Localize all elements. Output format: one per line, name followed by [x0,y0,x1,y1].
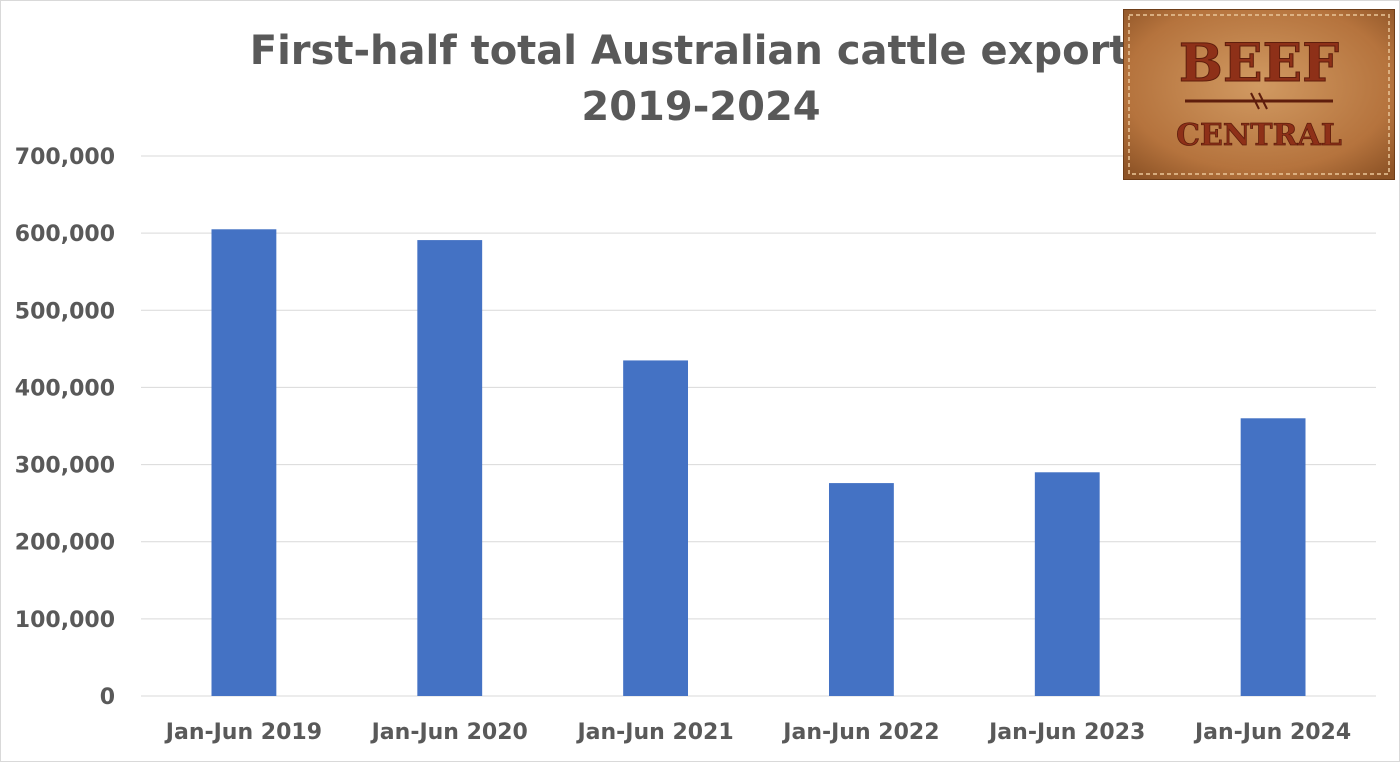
bar [1034,472,1100,696]
x-category-label: Jan-Jun 2021 [575,720,733,745]
bar [417,240,483,697]
y-axis-tick-labels: 0 100,000 200,000 300,000 400,000 500,000 600,… [15,145,115,710]
y-tick-label: 600,000 [15,222,115,247]
x-axis-category-labels: Jan-Jun 2019 Jan-Jun 2020 Jan-Jun 2021 Jan-… [164,720,1351,745]
x-category-label: Jan-Jun 2024 [1193,720,1351,745]
x-category-label: Jan-Jun 2020 [370,720,528,745]
y-tick-label: 700,000 [15,145,115,170]
logo-line-1: BEEF [1179,33,1339,94]
y-tick-label: 200,000 [15,531,115,556]
x-category-label: Jan-Jun 2023 [987,720,1145,745]
x-category-label: Jan-Jun 2022 [781,720,939,745]
bar [211,229,277,697]
bar [828,483,894,696]
y-tick-label: 0 [100,685,115,710]
bar [1240,418,1306,696]
gridlines [141,155,1376,697]
chart-title: First-half total Australian cattle expor… [151,23,1251,135]
y-tick-label: 400,000 [15,376,115,401]
logo-line-2: CENTRAL [1176,118,1342,153]
chart-title-line-1: First-half total Australian cattle expor… [249,28,1153,74]
bars [211,229,1306,697]
beef-central-logo: BEEF CENTRAL [1122,8,1396,181]
chart-title-line-2: 2019-2024 [581,84,821,130]
bar [623,360,689,696]
x-category-label: Jan-Jun 2019 [164,720,322,745]
y-tick-label: 300,000 [15,454,115,479]
y-tick-label: 500,000 [15,299,115,324]
y-tick-label: 100,000 [15,608,115,633]
